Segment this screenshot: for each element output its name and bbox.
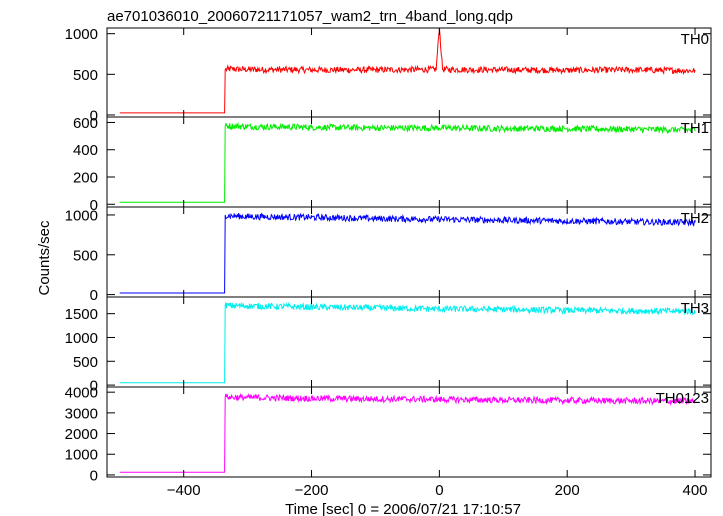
panel-name-label: TH1 bbox=[681, 120, 709, 137]
series-line-th3 bbox=[119, 301, 696, 384]
x-tick-label: 0 bbox=[435, 482, 443, 499]
y-tick-label: 0 bbox=[90, 197, 98, 214]
y-tick-label: 200 bbox=[73, 170, 98, 187]
panel-name-label: TH2 bbox=[681, 210, 709, 227]
y-axis-label: Counts/sec bbox=[36, 220, 53, 296]
chart-title: ae701036010_20060721171057_wam2_trn_4ban… bbox=[107, 8, 513, 25]
y-tick-label: 0 bbox=[90, 378, 98, 395]
y-tick-label: 500 bbox=[73, 354, 98, 371]
x-tick-label: 200 bbox=[555, 482, 580, 499]
y-tick-label: 1000 bbox=[65, 207, 98, 224]
x-tick-label: −400 bbox=[167, 482, 201, 499]
y-tick-label: 1000 bbox=[65, 330, 98, 347]
x-tick-label: −200 bbox=[295, 482, 329, 499]
panel-th0: 0 500 1000 TH0 bbox=[65, 26, 712, 124]
y-tick-label: 500 bbox=[73, 67, 98, 84]
y-tick-label: 2000 bbox=[65, 426, 98, 443]
panel-name-label: TH0123 bbox=[656, 390, 709, 407]
panel-frame bbox=[106, 27, 712, 118]
series-line-th2 bbox=[119, 212, 696, 294]
panel-name-label: TH0 bbox=[681, 31, 709, 48]
panel-th2: 0 500 1000 TH2 bbox=[65, 206, 712, 304]
y-tick-label: 0 bbox=[90, 467, 98, 484]
panel-th0123: 0 1000 2000 3000 4000 TH0123 bbox=[65, 385, 712, 484]
y-tick-label: 0 bbox=[90, 287, 98, 304]
y-tick-label: 1000 bbox=[65, 26, 98, 43]
x-axis-label: Time [sec] 0 = 2006/07/21 17:10:57 bbox=[285, 501, 521, 516]
panel-th3: 0 500 1000 1500 TH3 bbox=[65, 296, 712, 395]
x-tick-label: 400 bbox=[683, 482, 708, 499]
y-tick-label: 3000 bbox=[65, 405, 98, 422]
series-line-th1 bbox=[119, 121, 696, 203]
series-line-th0 bbox=[119, 28, 696, 114]
y-tick-label: 4000 bbox=[65, 385, 98, 402]
y-tick-label: 1000 bbox=[65, 447, 98, 464]
panels: 0 500 1000 TH0 0 200 400 600 TH1 0 500 1000 TH2 0 500 1… bbox=[65, 26, 712, 499]
y-tick-label: 400 bbox=[73, 142, 98, 159]
y-tick-label: 0 bbox=[90, 107, 98, 124]
series-line-th0123 bbox=[119, 392, 696, 473]
panel-th1: 0 200 400 600 TH1 bbox=[73, 115, 712, 214]
y-tick-label: 500 bbox=[73, 247, 98, 264]
panel-frame bbox=[106, 386, 712, 478]
y-tick-label: 600 bbox=[73, 115, 98, 132]
panel-name-label: TH3 bbox=[681, 300, 709, 317]
y-tick-label: 1500 bbox=[65, 306, 98, 323]
